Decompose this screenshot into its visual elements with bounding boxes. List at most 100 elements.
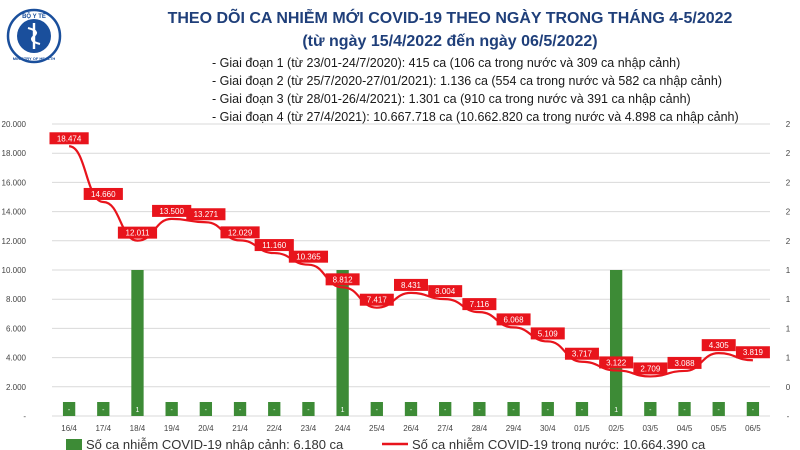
line-data-label: 4.305 [709,341,730,350]
y-left-tick-label: 14.000 [2,208,27,217]
logo-text-bottom: MINISTRY OF HEALTH [13,56,56,61]
y-left-tick-label: 12.000 [2,237,27,246]
bar-data-label: - [547,407,550,414]
legend-label-domestic: Số ca nhiễm COVID-19 trong nước: 10.664.… [412,437,706,450]
line-data-label: 8.812 [333,275,354,284]
bar-imported-cases [404,402,418,416]
bar-data-label: - [68,407,71,414]
bar-imported-cases [165,402,178,416]
line-point-marker [530,327,565,340]
bar-imported-cases [336,270,349,416]
line-point-marker [325,273,360,286]
y-left-tick-label: 16.000 [2,178,27,187]
bar-data-label: - [273,407,276,414]
bar-data-label: 1 [614,407,618,414]
line-point-marker [564,347,599,360]
bar-imported-cases [746,402,760,416]
line-domestic-cases [68,145,753,378]
note-phase-2: - Giai đoạn 2 (từ 25/7/2020-27/01/2021):… [212,74,722,88]
bar-imported-cases [97,402,110,416]
y-left-tick-label: 10.000 [2,266,27,275]
bar-imported-cases [370,402,383,416]
line-data-label: 6.068 [504,315,525,324]
bar-imported-cases [644,402,657,416]
x-tick-label: 20/4 [198,424,214,433]
bar-data-label: - [683,407,686,414]
bar-data-label: - [307,407,310,414]
y-left-tick-label: 4.000 [6,354,27,363]
y-left-tick-label: 6.000 [6,324,27,333]
bar-data-label: - [752,407,755,414]
x-tick-label: 26/4 [403,424,419,433]
chart-subtitle: (từ ngày 15/4/2022 đến ngày 06/5/2022) [302,33,598,50]
line-data-label: 3.819 [743,348,764,357]
bar-imported-cases [541,402,554,416]
y-left-tick-label: 2.000 [6,383,27,392]
line-data-label: 5.109 [538,329,559,338]
legend-label-imported: Số ca nhiễm COVID-19 nhập cảnh: 6.180 ca [86,437,344,450]
line-data-label: 13.271 [194,210,219,219]
line-data-label: 14.660 [91,190,116,199]
line-data-label: 3.088 [675,359,696,368]
line-data-label: 12.029 [228,228,253,237]
y-left-tick-label: 8.000 [6,295,27,304]
y-left-tick-label: - [23,412,26,421]
bar-data-label: - [102,407,105,414]
line-data-label: 7.116 [470,300,490,309]
bar-imported-cases [233,402,247,416]
line-data-label: 12.011 [126,229,150,238]
x-tick-label: 16/4 [61,424,77,433]
chart-title: THEO DÕI CA NHIỄM MỚI COVID-19 THEO NGÀY… [167,10,733,27]
note-phase-1: - Giai đoạn 1 (từ 23/01-24/7/2020): 415 … [212,56,681,70]
legend-swatch-imported [66,439,82,450]
bar-imported-cases [199,402,213,416]
bar-data-label: - [376,407,379,414]
x-tick-label: 03/5 [643,424,659,433]
x-tick-label: 22/4 [266,424,282,433]
note-phase-4: - Giai đoạn 4 (từ 27/4/2021): 10.667.718… [212,110,739,124]
bar-data-label: - [170,407,173,414]
line-data-label: 7.417 [367,296,388,305]
bar-imported-cases [268,402,281,416]
x-tick-label: 19/4 [164,424,180,433]
y-right-tick-label: 2 [786,208,791,217]
line-point-marker [667,356,702,369]
line-point-marker [462,298,497,311]
x-tick-label: 30/4 [540,424,556,433]
line-point-marker [186,208,226,221]
bar-imported-cases [302,402,315,416]
x-tick-label: 04/5 [677,424,693,433]
x-tick-label: 18/4 [130,424,146,433]
bar-data-label: - [239,407,242,414]
line-point-marker [220,226,260,239]
line-point-marker [599,356,634,369]
bar-imported-cases [473,402,486,416]
bar-imported-cases [712,402,725,416]
y-right-tick-label: 1 [786,295,791,304]
line-point-marker [152,204,192,217]
bar-data-label: - [410,407,413,414]
bar-data-label: - [205,407,208,414]
x-tick-label: 29/4 [506,424,522,433]
x-tick-label: 28/4 [472,424,488,433]
line-data-label: 2.709 [640,364,661,373]
y-right-tick-label: 2 [786,120,791,129]
y-right-tick-label: - [787,412,790,421]
line-point-marker [735,346,770,359]
line-point-marker [394,278,428,291]
bar-data-label: - [649,407,652,414]
y-right-tick-label: 2 [786,149,791,158]
x-tick-label: 21/4 [232,424,248,433]
bar-imported-cases [678,402,691,416]
bar-data-label: 1 [341,407,345,414]
y-right-tick-label: 1 [786,324,791,333]
line-data-label: 3.122 [606,358,627,367]
y-right-tick-label: 1 [786,354,791,363]
x-tick-label: 17/4 [95,424,111,433]
line-data-label: 18.474 [57,134,82,143]
y-right-tick-label: 2 [786,237,791,246]
x-tick-label: 24/4 [335,424,351,433]
logo-text-top: BỘ Y TẾ [22,12,46,20]
bar-imported-cases [575,402,589,416]
